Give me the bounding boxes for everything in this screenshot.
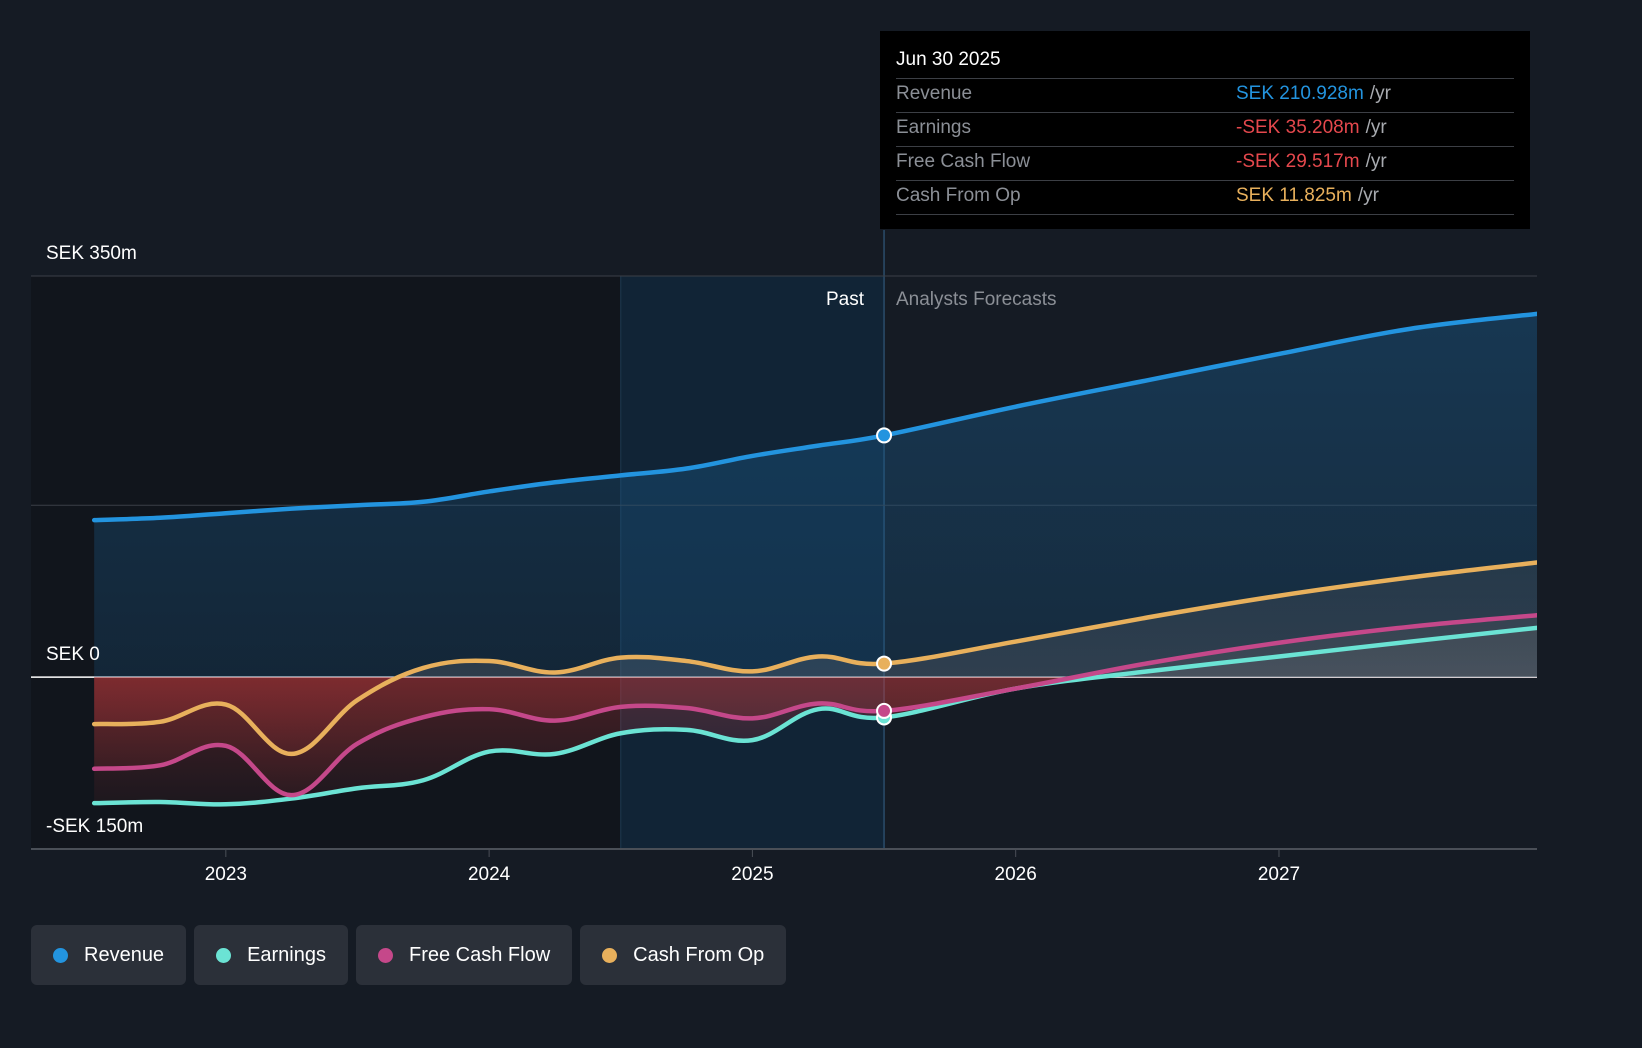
legend-item-earnings[interactable]: Earnings — [194, 925, 348, 985]
y-label-top: SEK 350m — [46, 243, 137, 264]
forecast-label: Analysts Forecasts — [896, 289, 1057, 310]
x-tick-label: 2025 — [731, 864, 773, 885]
cash-from-op-marker — [876, 655, 893, 672]
legend-dot-icon — [378, 947, 393, 963]
tooltip-date: Jun 30 2025 — [896, 45, 1514, 79]
legend: Revenue Earnings Free Cash Flow Cash Fro… — [31, 925, 787, 985]
cash-from-op-positive-area — [94, 562, 1537, 678]
tooltip-row-name: Free Cash Flow — [896, 151, 1031, 172]
legend-label: Earnings — [247, 943, 326, 966]
tooltip-row-value: SEK 210.928m — [1236, 83, 1364, 104]
legend-dot-icon — [602, 947, 618, 963]
tooltip-row-value: SEK 11.825m — [1236, 185, 1352, 206]
tooltip-row-unit: /yr — [1365, 117, 1387, 138]
tooltip-row-unit: /yr — [1369, 83, 1391, 104]
x-tick-label: 2026 — [995, 864, 1037, 885]
free-cash-flow-negative-area — [94, 677, 1537, 796]
tooltip-row-name: Earnings — [896, 117, 971, 138]
x-tick-label: 2027 — [1258, 864, 1300, 885]
tooltip-row-earnings: Earnings -SEK 35.208m /yr — [896, 113, 1514, 147]
x-tick-label: 2023 — [205, 864, 247, 885]
revenue-line — [91, 311, 1537, 523]
tooltip-row-name: Revenue — [896, 83, 973, 104]
tooltip-row-revenue: Revenue SEK 210.928m /yr — [896, 79, 1514, 113]
legend-item-cash-from-op[interactable]: Cash From Op — [580, 925, 787, 985]
free-cash-flow-marker — [876, 702, 893, 719]
tooltip-row-name: Cash From Op — [896, 185, 1021, 206]
legend-label: Free Cash Flow — [409, 943, 551, 966]
tooltip-row-value: -SEK 35.208m — [1236, 117, 1360, 138]
legend-dot-icon — [53, 947, 68, 963]
tooltip: Jun 30 2025 Revenue SEK 210.928m /yr Ear… — [880, 31, 1530, 229]
tooltip-row-value: -SEK 29.517m — [1236, 151, 1360, 172]
legend-label: Cash From Op — [633, 943, 765, 966]
revenue-marker — [876, 427, 893, 444]
free-cash-flow-line — [91, 612, 1537, 798]
cash-from-op-negative-area — [94, 677, 1537, 754]
legend-item-free-cash-flow[interactable]: Free Cash Flow — [356, 925, 573, 985]
legend-item-revenue[interactable]: Revenue — [31, 925, 187, 985]
legend-dot-icon — [216, 947, 232, 963]
y-label-zero: SEK 0 — [46, 644, 100, 665]
past-label: Past — [826, 289, 865, 310]
tooltip-row-unit: /yr — [1357, 185, 1379, 206]
revenue-area — [94, 313, 1537, 678]
y-label-bottom: -SEK 150m — [46, 816, 143, 837]
legend-label: Revenue — [84, 943, 165, 966]
chart: SEK 350m SEK 0 -SEK 150m Past Analysts F… — [31, 230, 1537, 885]
earnings-line — [91, 625, 1537, 807]
tooltip-row-unit: /yr — [1365, 151, 1387, 172]
tooltip-row-cash-from-op: Cash From Op SEK 11.825m /yr — [896, 181, 1514, 215]
cash-from-op-line — [91, 560, 1537, 757]
tooltip-row-free-cash-flow: Free Cash Flow -SEK 29.517m /yr — [896, 147, 1514, 181]
x-tick-label: 2024 — [468, 864, 511, 885]
